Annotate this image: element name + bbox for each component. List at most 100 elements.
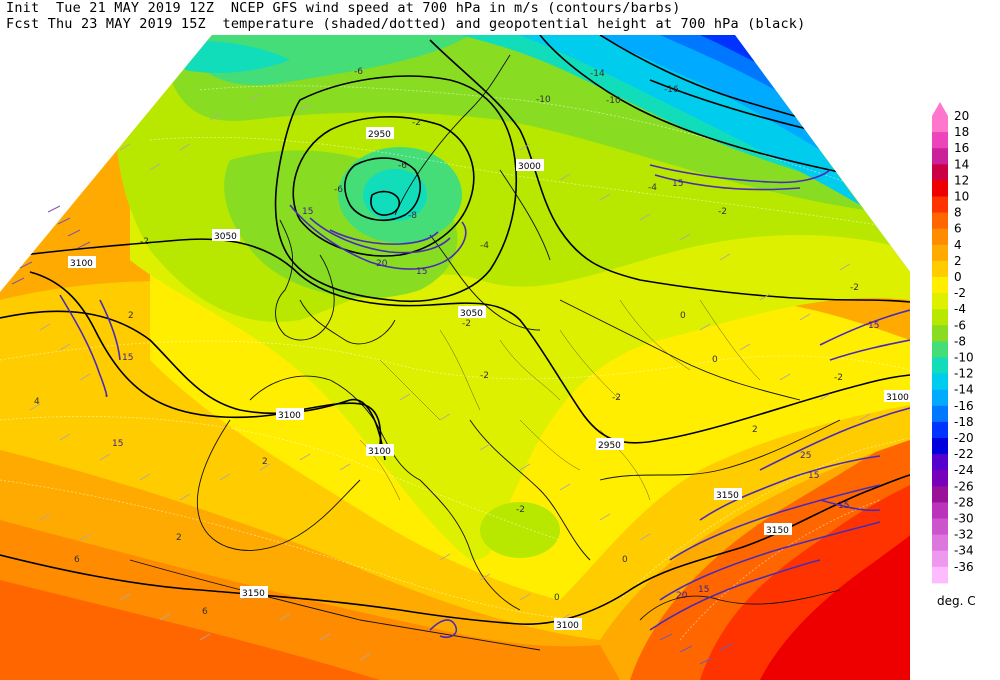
- colorbar-swatch: [932, 293, 948, 310]
- svg-text:0: 0: [712, 355, 718, 365]
- height-label: 3150: [240, 586, 268, 599]
- svg-text:20: 20: [676, 591, 688, 601]
- colorbar-label: -12: [954, 367, 974, 381]
- svg-text:-2: -2: [412, 118, 421, 128]
- svg-text:15: 15: [122, 353, 133, 363]
- colorbar-swatch: [932, 309, 948, 326]
- svg-text:2: 2: [752, 425, 758, 435]
- svg-text:2: 2: [128, 311, 134, 321]
- height-label: 2950: [596, 438, 624, 451]
- svg-text:-6: -6: [354, 67, 363, 77]
- height-label: 3000: [516, 159, 544, 172]
- svg-text:-4: -4: [648, 183, 657, 193]
- svg-text:15: 15: [808, 471, 819, 481]
- colorbar-swatch: [932, 373, 948, 391]
- svg-text:-14: -14: [590, 69, 605, 79]
- colorbar-swatch: [932, 518, 948, 536]
- colorbar-swatch: [932, 180, 948, 197]
- colorbar-label: 18: [954, 125, 969, 139]
- colorbar-label: -28: [954, 495, 974, 509]
- colorbar-arrow: [932, 102, 948, 116]
- colorbar-label: -14: [954, 383, 974, 397]
- height-label: 3100: [554, 618, 582, 631]
- svg-text:3100: 3100: [278, 411, 301, 421]
- colorbar-label: 14: [954, 157, 969, 171]
- colorbar-label: -2: [954, 286, 966, 300]
- colorbar-label: 16: [954, 141, 969, 155]
- svg-text:20: 20: [376, 259, 388, 269]
- svg-text:6: 6: [74, 555, 80, 565]
- height-label: 3150: [714, 488, 742, 501]
- colorbar-swatch: [932, 212, 948, 230]
- svg-text:2950: 2950: [598, 441, 621, 451]
- height-label: 2950: [366, 127, 394, 140]
- svg-text:15: 15: [698, 585, 709, 595]
- colorbar-swatch: [932, 196, 948, 214]
- colorbar-swatch: [932, 421, 948, 439]
- colorbar-label: -26: [954, 479, 974, 493]
- colorbar-label: -32: [954, 528, 974, 542]
- svg-text:-2: -2: [834, 373, 843, 383]
- svg-text:-10: -10: [606, 96, 621, 106]
- svg-text:3050: 3050: [460, 309, 483, 319]
- svg-text:-2: -2: [140, 237, 149, 247]
- colorbar-label: 6: [954, 222, 962, 236]
- height-label: 3050: [458, 306, 486, 319]
- height-label: 3100: [276, 408, 304, 421]
- svg-text:-2: -2: [480, 371, 489, 381]
- svg-text:-2: -2: [462, 319, 471, 329]
- svg-text:-10: -10: [536, 95, 551, 105]
- colorbar-swatch: [932, 550, 948, 568]
- colorbar-swatch: [932, 244, 948, 262]
- colorbar-label: -34: [954, 544, 974, 558]
- svg-text:0: 0: [680, 311, 686, 321]
- svg-text:3150: 3150: [766, 526, 789, 536]
- country-borders: [359, 299, 761, 501]
- svg-text:2: 2: [262, 457, 268, 467]
- colorbar-swatch: [932, 116, 948, 133]
- colorbar-swatch: [932, 470, 948, 487]
- colorbar-label: 10: [954, 190, 969, 204]
- height-label: 3100: [366, 444, 394, 457]
- height-label: 3100: [884, 390, 910, 403]
- colorbar-label: -36: [954, 560, 974, 574]
- colorbar-label: -22: [954, 447, 974, 461]
- svg-text:4: 4: [34, 397, 40, 407]
- height-labels: 3100 3050 2950 3000 3050 3100 3100 2950 …: [68, 127, 910, 631]
- svg-text:15: 15: [112, 439, 123, 449]
- colorbar-swatch: [932, 228, 948, 246]
- svg-text:3100: 3100: [886, 393, 909, 403]
- temperature-labels: -6 -2 -6 -8 -10 -10 -14 -16 -6 -4 -2 -2 …: [34, 67, 859, 617]
- svg-text:6: 6: [202, 607, 208, 617]
- colorbar-label: -24: [954, 463, 974, 477]
- svg-text:0: 0: [622, 555, 628, 565]
- wind-speed-contours: [59, 164, 910, 639]
- svg-text:15: 15: [672, 179, 683, 189]
- header-forecast-line: Fcst Thu 23 MAY 2019 15Z temperature (sh…: [6, 16, 806, 32]
- svg-text:15: 15: [838, 501, 849, 511]
- svg-text:25: 25: [800, 451, 811, 461]
- svg-text:2: 2: [176, 533, 182, 543]
- svg-text:-2: -2: [850, 283, 859, 293]
- colorbar-label: -18: [954, 415, 974, 429]
- colorbar-label: -6: [954, 318, 966, 332]
- colorbar-label: 12: [954, 173, 969, 187]
- colorbar-label: -10: [954, 351, 974, 365]
- colorbar-label: -4: [954, 302, 966, 316]
- colorbar-swatch: [932, 438, 948, 455]
- colorbar-swatch: [932, 405, 948, 423]
- svg-text:3150: 3150: [716, 491, 739, 501]
- colorbar-swatch: [932, 357, 948, 375]
- svg-text:-2: -2: [612, 393, 621, 403]
- colorbar-label: 0: [954, 270, 962, 284]
- colorbar-swatch: [932, 486, 948, 503]
- colorbar-swatch: [932, 454, 948, 471]
- svg-text:-6: -6: [398, 161, 407, 171]
- svg-text:3050: 3050: [214, 232, 237, 242]
- svg-text:15: 15: [416, 267, 427, 277]
- colorbar-label: -20: [954, 431, 974, 445]
- svg-text:15: 15: [302, 207, 313, 217]
- colorbar-label: 2: [954, 254, 962, 268]
